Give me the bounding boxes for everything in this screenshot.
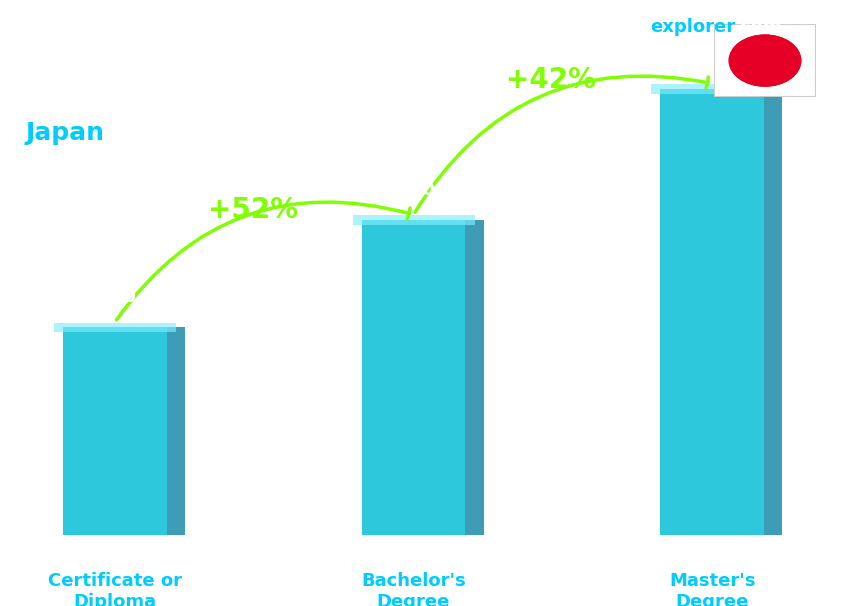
Text: Certificate or
Diploma: Certificate or Diploma: [48, 572, 182, 606]
Bar: [660, 89, 764, 534]
Bar: [54, 322, 176, 332]
Circle shape: [729, 35, 801, 86]
Text: 368,000 JPY: 368,000 JPY: [54, 288, 175, 306]
Text: Japan: Japan: [26, 121, 105, 145]
Text: Salary Comparison By Education: Salary Comparison By Education: [26, 18, 582, 47]
Bar: [353, 215, 474, 225]
Text: .com: .com: [734, 18, 782, 36]
Bar: [764, 89, 783, 534]
Text: Bachelor's
Degree: Bachelor's Degree: [361, 572, 466, 606]
Bar: [63, 327, 167, 534]
Text: 792,000 JPY: 792,000 JPY: [652, 50, 773, 67]
Bar: [465, 220, 484, 534]
Text: +52%: +52%: [207, 196, 298, 224]
Bar: [651, 84, 774, 94]
Text: 559,000 JPY: 559,000 JPY: [353, 181, 474, 199]
Text: Master's
Degree: Master's Degree: [669, 572, 756, 606]
Bar: [167, 327, 185, 534]
Text: +42%: +42%: [507, 65, 597, 93]
FancyBboxPatch shape: [714, 24, 816, 97]
Text: explorer: explorer: [650, 18, 735, 36]
Bar: [362, 220, 465, 534]
Text: salary: salary: [578, 18, 639, 36]
Text: Network Specialist: Network Specialist: [26, 73, 232, 93]
Text: Average Monthly Salary: Average Monthly Salary: [812, 228, 824, 378]
